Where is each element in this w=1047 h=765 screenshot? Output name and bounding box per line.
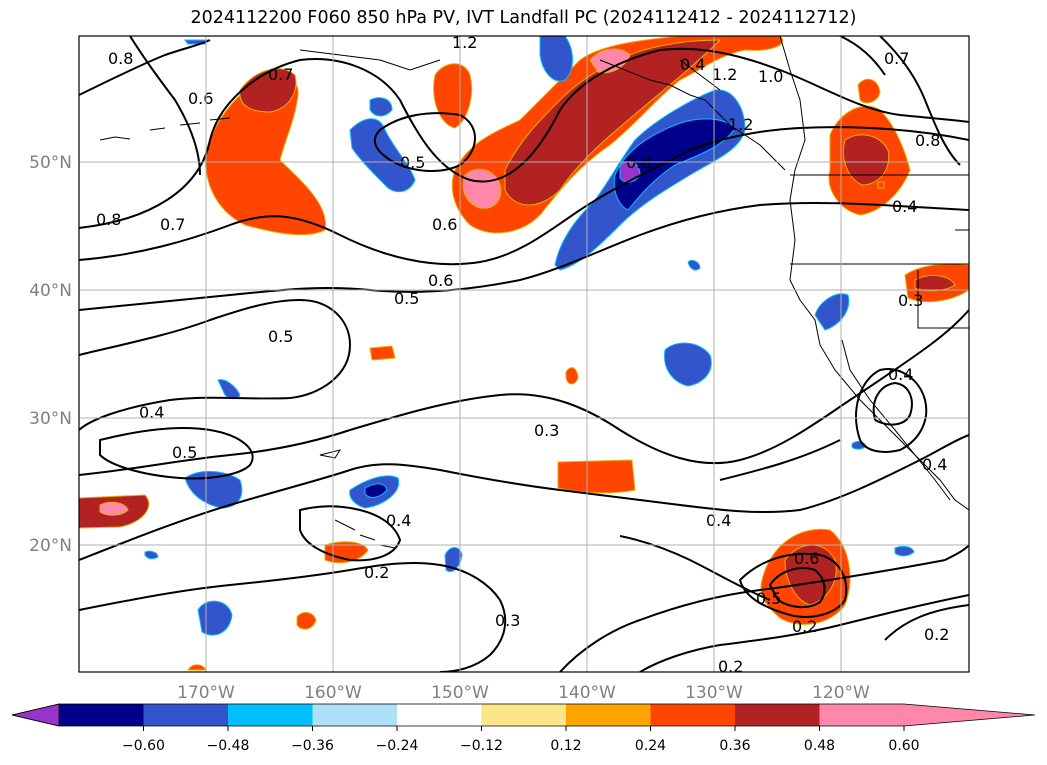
colorbar-label: −0.36	[291, 738, 334, 754]
lat-label: 40°N	[29, 281, 72, 301]
contour-label: 1.0	[758, 67, 783, 86]
colorbar-bin	[59, 704, 144, 726]
contour-label: 1.2	[452, 33, 477, 52]
contour-label: 0.8	[915, 131, 940, 150]
contour-label: 0.5	[268, 327, 293, 346]
contour-label: 1.2	[728, 115, 753, 134]
colorbar-bin	[735, 704, 820, 726]
colorbar-label: 0.36	[719, 738, 750, 754]
colorbar-bin	[566, 704, 651, 726]
contour-label: 0.2	[718, 657, 743, 676]
colorbar-bin	[819, 704, 904, 726]
colorbar-bin	[481, 704, 566, 726]
contour-label: 0.8	[96, 210, 121, 229]
pv-contours	[79, 36, 969, 672]
contour-label: 0.4	[706, 511, 731, 530]
map-title: 2024112200 F060 850 hPa PV, IVT Landfall…	[190, 8, 857, 28]
colorbar-label: −0.60	[122, 738, 165, 754]
colorbar-extend-left	[11, 703, 60, 727]
contour-label: 0.2	[924, 625, 949, 644]
colorbar: −0.60 −0.48 −0.36 −0.24 −0.12 0.12 0.24 …	[11, 703, 1036, 754]
contour-label: 0.4	[888, 365, 913, 384]
positive-pv-anomalies	[79, 36, 969, 671]
negative-pv-anomalies	[144, 36, 915, 636]
colorbar-label: −0.12	[460, 738, 503, 754]
lon-label: 120°W	[812, 683, 870, 703]
colorbar-bin	[312, 704, 397, 726]
colorbar-bin	[650, 704, 735, 726]
lat-label: 50°N	[29, 153, 72, 173]
contour-label: 0.8	[108, 49, 133, 68]
colorbar-bin	[143, 704, 228, 726]
lon-label: 170°W	[177, 683, 235, 703]
contour-label: 0.2	[364, 563, 389, 582]
contour-label: 0.5	[394, 289, 419, 308]
lon-labels: 170°W 160°W 150°W 140°W 130°W 120°W	[177, 683, 870, 703]
contour-label: 0.6	[794, 549, 819, 568]
colorbar-label: 0.24	[635, 738, 666, 754]
contour-label: 0.4	[680, 55, 705, 74]
map-frame	[78, 35, 970, 673]
lon-label: 150°W	[431, 683, 489, 703]
contour-label: 0.3	[495, 611, 520, 630]
lat-label: 30°N	[29, 409, 72, 429]
contour-label: 0.4	[386, 511, 411, 530]
contour-label: 1.2	[712, 65, 737, 84]
contour-label: 0.6	[428, 271, 453, 290]
contour-label: 0.4	[139, 403, 164, 422]
map-area: 0.8 1.2 0.7 0.6 0.8 0.7 0.5 0.6 0.5 0.6 …	[79, 33, 969, 676]
colorbar-label: −0.48	[207, 738, 250, 754]
contour-label: 0.3	[534, 421, 559, 440]
lat-label: 20°N	[29, 536, 72, 556]
contour-label: 0.6	[188, 89, 213, 108]
contour-label: 0.7	[884, 49, 909, 68]
contour-label: 0.4	[892, 197, 917, 216]
colorbar-label: 0.12	[550, 738, 581, 754]
colorbar-label: −0.24	[376, 738, 419, 754]
contour-label: 0.5	[756, 589, 781, 608]
colorbar-bin	[228, 704, 313, 726]
contour-label: 0.3	[898, 291, 923, 310]
lat-labels: 50°N 40°N 30°N 20°N	[29, 153, 72, 556]
lon-label: 130°W	[685, 683, 743, 703]
contour-label: 0.5	[172, 443, 197, 462]
colorbar-bin	[397, 704, 482, 726]
colorbar-label: 0.48	[804, 738, 835, 754]
lon-label: 140°W	[558, 683, 616, 703]
contour-label: 0.6	[432, 215, 457, 234]
contour-label: 0.2	[792, 617, 817, 636]
contour-label: 0.7	[160, 215, 185, 234]
contour-label: 0.7	[268, 65, 293, 84]
colorbar-label: 0.60	[888, 738, 919, 754]
contour-label: 0.4	[922, 455, 947, 474]
colorbar-extend-right	[904, 704, 1035, 726]
lon-label: 160°W	[304, 683, 362, 703]
gridlines	[79, 36, 969, 672]
